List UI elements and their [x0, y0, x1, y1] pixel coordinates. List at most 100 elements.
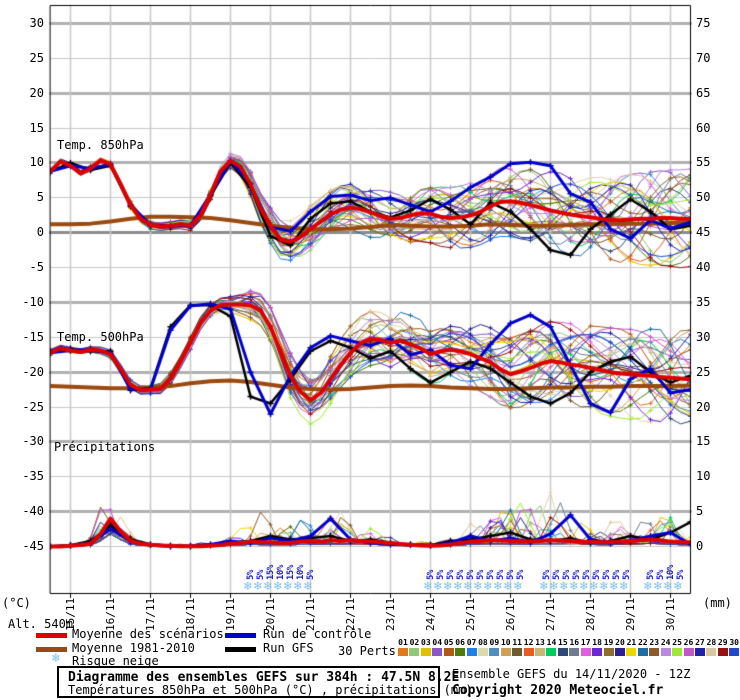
- member-swatch: [580, 648, 591, 656]
- y-axis-label-right: 60: [696, 120, 711, 135]
- member-number: 08: [478, 638, 488, 647]
- member-swatch: [626, 648, 637, 656]
- snowflake-icon: ❄: [434, 579, 442, 594]
- snowflake-icon: ❄: [244, 579, 252, 594]
- snow-percent-label: 10%: [276, 565, 286, 580]
- x-axis-date-label: 28/11: [584, 597, 597, 631]
- snowflake-icon: ❄: [550, 579, 558, 594]
- member-number: 26: [683, 638, 694, 647]
- chart-title: Diagramme des ensembles GEFS sur 384h : …: [68, 670, 460, 685]
- y-axis-label-left: -35: [22, 469, 44, 484]
- member-number: 09: [489, 638, 500, 647]
- legend-control-swatch: [225, 633, 256, 638]
- x-axis-date-label: 27/11: [544, 597, 557, 631]
- snow-percent-label: 10%: [296, 565, 306, 580]
- member-swatch: [637, 648, 648, 656]
- y-axis-label-left: -10: [22, 294, 44, 309]
- member-swatch: [512, 648, 523, 656]
- x-axis-date-label: 29/11: [624, 597, 637, 631]
- panel-label-t500: Temp. 500hPa: [57, 330, 144, 344]
- snow-percent-label: 5%: [516, 570, 526, 580]
- y-axis-label-left: -5: [29, 260, 44, 275]
- legend-snowflake-icon: ❄: [52, 651, 60, 666]
- member-swatch: [466, 648, 477, 656]
- y-axis-label-left: -20: [22, 364, 44, 379]
- member-number: 22: [637, 638, 648, 647]
- snowflake-icon: ❄: [254, 579, 262, 594]
- member-number: 05: [443, 638, 454, 647]
- y-axis-label-left: 5: [36, 190, 44, 205]
- member-swatch: [683, 648, 694, 656]
- snow-percent-label: 5%: [306, 570, 316, 580]
- legend-mean-label: Moyenne des scénarios: [72, 627, 224, 641]
- snowflake-icon: ❄: [264, 579, 272, 594]
- right-axis-unit: (mm): [703, 596, 732, 610]
- member-swatch: [523, 648, 534, 656]
- member-number: 27: [695, 638, 705, 647]
- panel-label-precip: Précipitations: [54, 440, 156, 454]
- member-number: 21: [626, 638, 637, 647]
- x-axis-date-label: 15/11: [64, 597, 77, 631]
- member-swatch: [694, 648, 705, 656]
- y-axis-label-right: 25: [696, 364, 711, 379]
- copyright: Copyright 2020 Meteociel.fr: [452, 683, 664, 698]
- member-number: 20: [615, 638, 625, 647]
- member-swatch: [592, 648, 603, 656]
- y-axis-label-left: 0: [36, 225, 44, 240]
- member-swatch: [500, 648, 511, 656]
- perts-count-label: 30 Perts.: [338, 644, 404, 658]
- x-axis-date-label: 19/11: [224, 597, 237, 631]
- snowflake-icon: ❄: [304, 579, 312, 594]
- snowflake-icon: ❄: [610, 579, 618, 594]
- snowflake-icon: ❄: [540, 579, 548, 594]
- y-axis-label-right: 30: [696, 329, 711, 344]
- y-axis-label-right: 40: [696, 260, 711, 275]
- y-axis-label-left: -45: [22, 538, 44, 553]
- x-axis-date-label: 26/11: [504, 597, 517, 631]
- snowflake-icon: ❄: [494, 579, 502, 594]
- member-number: 25: [672, 638, 682, 647]
- snowflake-icon: ❄: [284, 579, 292, 594]
- y-axis-label-right: 50: [696, 190, 711, 205]
- y-axis-label-left: 30: [29, 16, 44, 30]
- snow-percent-label: 5%: [622, 570, 632, 580]
- member-swatch: [729, 648, 740, 656]
- y-axis-label-right: 70: [696, 50, 711, 65]
- member-number: 13: [535, 638, 545, 647]
- y-axis-label-left: 20: [29, 85, 44, 100]
- legend-mean-swatch: [36, 633, 67, 638]
- member-number: 17: [580, 638, 591, 647]
- y-axis-label-right: 65: [696, 85, 711, 100]
- member-swatch: [409, 648, 420, 656]
- member-swatch: [660, 648, 671, 656]
- y-axis-label-left: 10: [29, 155, 44, 170]
- y-axis-label-right: 75: [696, 16, 711, 30]
- member-number: 23: [649, 638, 660, 647]
- member-number: 14: [546, 638, 557, 647]
- snowflake-icon: ❄: [504, 579, 512, 594]
- y-axis-label-left: 15: [29, 120, 44, 135]
- snowflake-icon: ❄: [654, 579, 662, 594]
- snow-percent-label: 10%: [666, 565, 676, 580]
- member-number: 02: [409, 638, 420, 647]
- snowflake-icon: ❄: [590, 579, 598, 594]
- member-swatch: [706, 648, 717, 656]
- y-axis-label-right: 20: [696, 399, 711, 414]
- legend-climo-swatch: [36, 647, 67, 652]
- member-swatch: [569, 648, 580, 656]
- snowflake-icon: ❄: [580, 579, 588, 594]
- y-axis-label-left: -30: [22, 434, 44, 449]
- member-number: 06: [455, 638, 465, 647]
- member-swatch: [672, 648, 683, 656]
- member-swatch: [443, 648, 454, 656]
- x-axis-date-label: 24/11: [424, 597, 437, 631]
- left-axis-unit: (°C): [2, 596, 31, 610]
- member-number: 24: [660, 638, 671, 647]
- y-axis-label-right: 5: [696, 504, 704, 519]
- member-number: 11: [512, 638, 522, 647]
- x-axis-date-label: 23/11: [384, 597, 397, 631]
- snowflake-icon: ❄: [664, 579, 672, 594]
- x-axis-date-label: 22/11: [344, 597, 357, 631]
